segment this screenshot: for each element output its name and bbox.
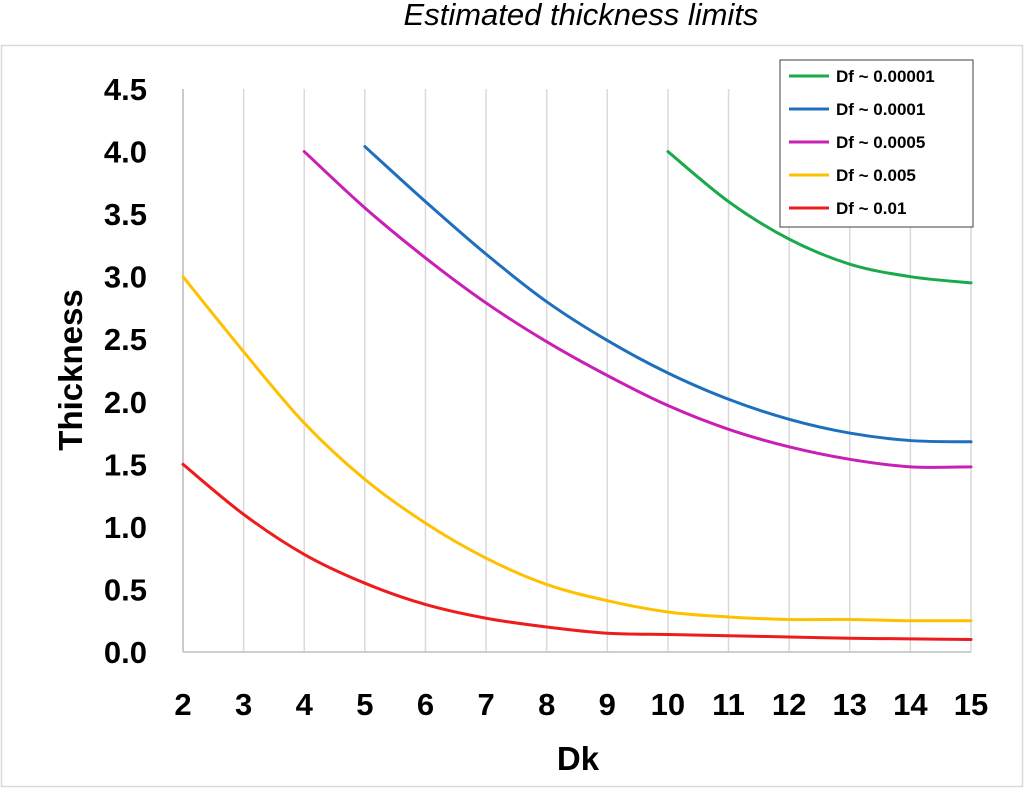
x-tick-label: 8 — [538, 687, 555, 722]
y-tick-label: 2.5 — [104, 322, 147, 357]
chart-area-border — [0, 44, 1024, 788]
y-tick-label: 0.5 — [104, 572, 147, 607]
x-tick-label: 4 — [296, 687, 314, 722]
x-tick-label: 9 — [599, 687, 616, 722]
x-tick-labels: 2 3 4 5 6 7 8 9 10 11 12 13 14 15 — [174, 687, 988, 722]
series-lines — [181, 145, 973, 641]
x-tick-label: 13 — [833, 687, 867, 722]
legend-label-5: Df ~ 0.01 — [836, 199, 906, 218]
y-tick-labels: 0.0 0.5 1.0 1.5 2.0 2.5 3.0 3.5 4.0 4.5 — [104, 72, 147, 670]
x-tick-label: 12 — [772, 687, 806, 722]
y-tick-label: 4.0 — [104, 135, 147, 170]
x-tick-label: 6 — [417, 687, 434, 722]
chart-title: Estimated thickness limits — [404, 0, 759, 32]
series-line-1 — [666, 150, 973, 285]
x-tick-label: 11 — [712, 687, 745, 722]
series-line-5 — [181, 462, 973, 641]
legend-label-2: Df ~ 0.0001 — [836, 100, 925, 119]
legend-label-3: Df ~ 0.0005 — [836, 133, 925, 152]
x-tick-label: 5 — [356, 687, 373, 722]
legend: Df ~ 0.00001 Df ~ 0.0001 Df ~ 0.0005 Df ~ 0… — [779, 59, 974, 228]
x-tick-label: 15 — [954, 687, 988, 722]
legend-label-1: Df ~ 0.00001 — [836, 67, 935, 86]
legend-label-4: Df ~ 0.005 — [836, 166, 916, 185]
y-tick-label: 2.0 — [104, 385, 147, 420]
x-tick-label: 3 — [235, 687, 252, 722]
axes — [182, 89, 971, 653]
y-tick-label: 3.0 — [104, 260, 147, 295]
x-tick-label: 10 — [651, 687, 685, 722]
y-tick-label: 4.5 — [104, 72, 147, 107]
series-line-2 — [363, 145, 973, 444]
x-tick-label: 2 — [174, 687, 191, 722]
x-axis-title: Dk — [557, 740, 600, 777]
y-tick-label: 3.5 — [104, 197, 147, 232]
series-line-3 — [302, 150, 973, 469]
x-tick-label: 7 — [477, 687, 494, 722]
y-axis-title: Thickness — [52, 289, 89, 450]
y-tick-label: 1.5 — [104, 447, 147, 482]
series-line-4 — [181, 275, 973, 623]
y-tick-label: 0.0 — [104, 635, 147, 670]
y-tick-label: 1.0 — [104, 510, 147, 545]
x-tick-label: 14 — [893, 687, 928, 722]
